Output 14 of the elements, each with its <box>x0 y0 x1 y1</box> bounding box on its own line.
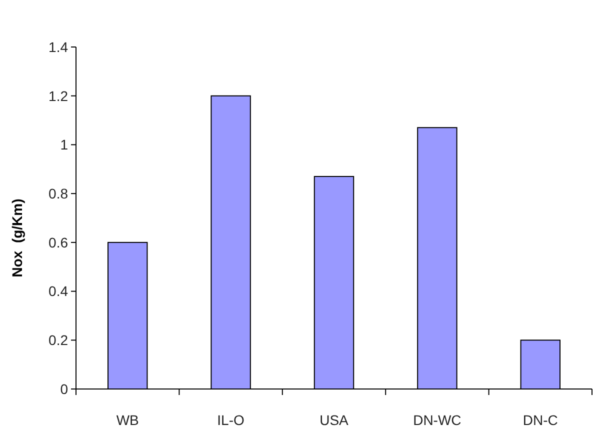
x-tick-label: DN-WC <box>413 412 462 428</box>
y-tick-label: 0.6 <box>48 234 68 250</box>
x-tick-label: DN-C <box>522 412 558 428</box>
y-tick-label: 0.4 <box>48 283 68 300</box>
x-tick-label: WB <box>116 412 139 428</box>
x-tick-label: USA <box>320 412 350 428</box>
y-tick-label: 1 <box>60 136 68 153</box>
x-tick-label: IL-O <box>217 412 245 428</box>
y-tick-label: 0.2 <box>48 332 68 348</box>
y-tick-label: 1.4 <box>48 38 68 55</box>
y-axis-title: Nox (g/Km) <box>9 198 25 278</box>
y-tick-label: 0.8 <box>48 185 68 202</box>
y-tick-label: 1.2 <box>48 88 68 104</box>
y-tick-label: 0 <box>60 380 68 397</box>
